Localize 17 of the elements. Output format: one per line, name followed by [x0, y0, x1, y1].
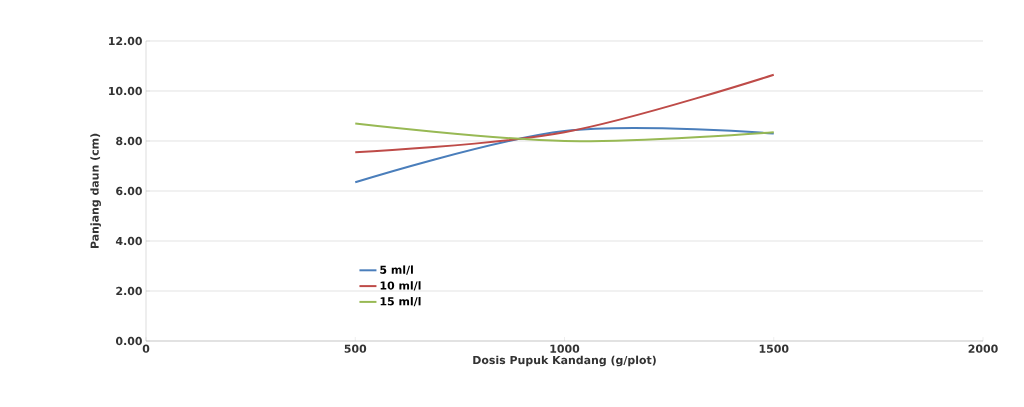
y-tick-label: 6.00	[116, 186, 142, 196]
x-tick-label: 1500	[759, 344, 789, 353]
x-tick-label: 0	[142, 344, 150, 353]
legend-label: 5 ml/l	[380, 265, 413, 275]
x-tick-label: 500	[344, 344, 367, 353]
legend-label: 10 ml/l	[380, 281, 421, 291]
y-tick-label: 8.00	[116, 136, 142, 146]
x-tick-label: 2000	[968, 344, 998, 353]
x-tick-label: 1000	[550, 344, 580, 353]
y-tick-label: 12.00	[109, 36, 142, 46]
y-tick-label: 4.00	[115, 236, 142, 246]
y-tick-label: 0.00	[115, 336, 142, 346]
x-axis-title: Dosis Pupuk Kandang (g/plot)	[473, 355, 656, 367]
y-axis-title: Panjang daun (cm)	[90, 133, 101, 249]
legend-label: 15 ml/l	[380, 296, 421, 307]
y-tick-label: 10.00	[109, 86, 142, 96]
y-tick-label: 2.00	[116, 286, 142, 296]
